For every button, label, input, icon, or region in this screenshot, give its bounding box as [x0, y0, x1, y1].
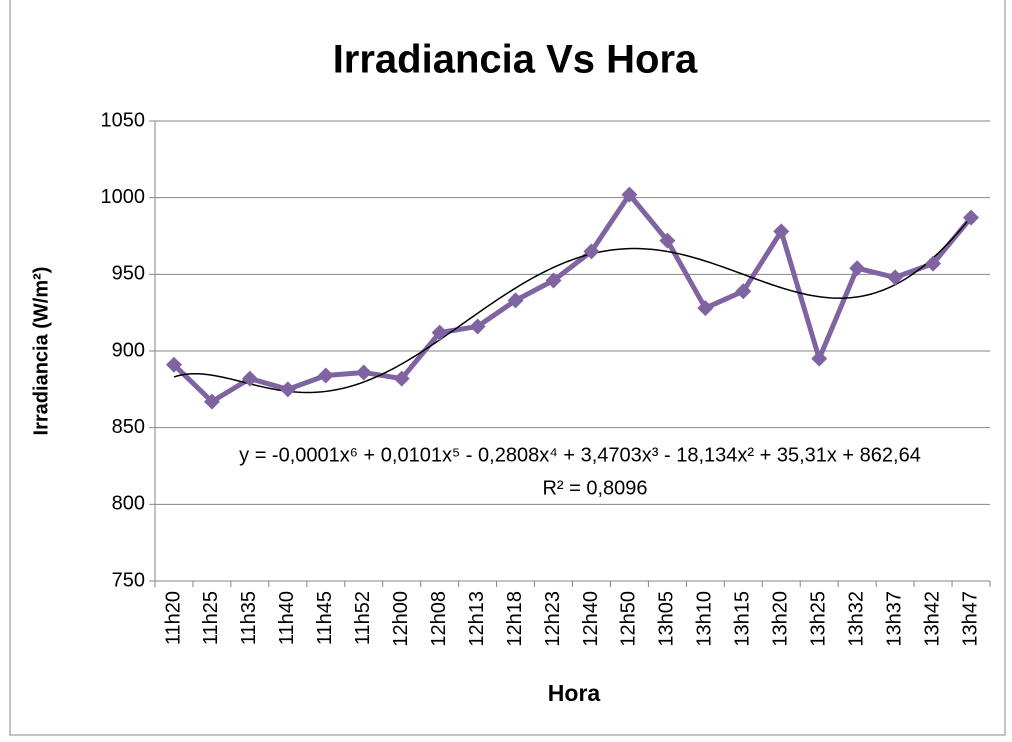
x-tick-label: 13h42 — [921, 591, 943, 647]
data-point — [735, 283, 752, 300]
y-tick-label: 900 — [112, 339, 145, 361]
y-axis-title: Irradiancia (W/m²) — [30, 267, 52, 436]
data-point — [659, 232, 676, 249]
x-tick-label: 11h25 — [200, 591, 222, 645]
data-point — [355, 364, 372, 381]
x-tick-label: 12h13 — [466, 591, 488, 647]
x-tick-label: 11h20 — [162, 591, 184, 645]
x-tick-label: 13h37 — [883, 591, 905, 647]
data-point — [925, 255, 942, 272]
data-point — [621, 186, 638, 203]
series-line — [172, 192, 973, 405]
data-point — [393, 370, 410, 387]
x-tick-label: 12h08 — [428, 591, 450, 647]
y-tick-label: 950 — [112, 263, 145, 285]
y-tick-label: 1050 — [101, 109, 146, 131]
x-tick-label: 13h10 — [694, 591, 716, 647]
data-point — [203, 393, 220, 410]
x-tick-label: 12h40 — [580, 591, 602, 647]
x-tick-label: 12h23 — [542, 591, 564, 647]
x-tick-label: 12h18 — [504, 591, 526, 647]
trendline-r-squared: R² = 0,8096 — [542, 477, 647, 499]
x-tick-label: 13h25 — [807, 591, 829, 647]
data-point — [469, 318, 486, 335]
data-point — [279, 381, 296, 398]
x-tick-label: 13h32 — [845, 591, 867, 647]
y-tick-label: 800 — [112, 493, 145, 515]
data-point — [165, 356, 182, 373]
x-tick-label: 13h47 — [959, 591, 981, 647]
x-tick-label: 11h40 — [276, 591, 298, 645]
trendline-equation: y = -0,0001x⁶ + 0,0101x⁵ - 0,2808x⁴ + 3,… — [239, 444, 921, 466]
y-tick-label: 850 — [112, 416, 145, 438]
trendline — [173, 216, 972, 394]
x-tick-label: 11h52 — [352, 591, 374, 645]
data-point — [887, 269, 904, 286]
x-tick-label: 13h20 — [770, 591, 792, 647]
y-tick-label: 1000 — [101, 186, 146, 208]
data-point — [963, 209, 980, 226]
data-point — [241, 370, 258, 387]
data-point — [317, 367, 334, 384]
x-tick-label: 13h05 — [656, 591, 678, 647]
x-tick-label: 12h50 — [618, 591, 640, 647]
x-axis-title: Hora — [548, 680, 601, 706]
x-tick-label: 11h45 — [314, 591, 336, 645]
x-tick-label: 11h35 — [238, 591, 260, 645]
data-point — [507, 292, 524, 309]
data-point — [697, 300, 714, 317]
data-point — [811, 350, 828, 367]
data-point — [849, 260, 866, 277]
x-tick-label: 13h15 — [732, 591, 754, 647]
data-point — [583, 243, 600, 260]
x-tick-label: 12h00 — [390, 591, 412, 647]
y-tick-label: 750 — [112, 569, 145, 591]
data-point — [773, 223, 790, 240]
data-point — [545, 272, 562, 289]
chart-title: Irradiancia Vs Hora — [333, 38, 698, 82]
data-point — [431, 324, 448, 341]
